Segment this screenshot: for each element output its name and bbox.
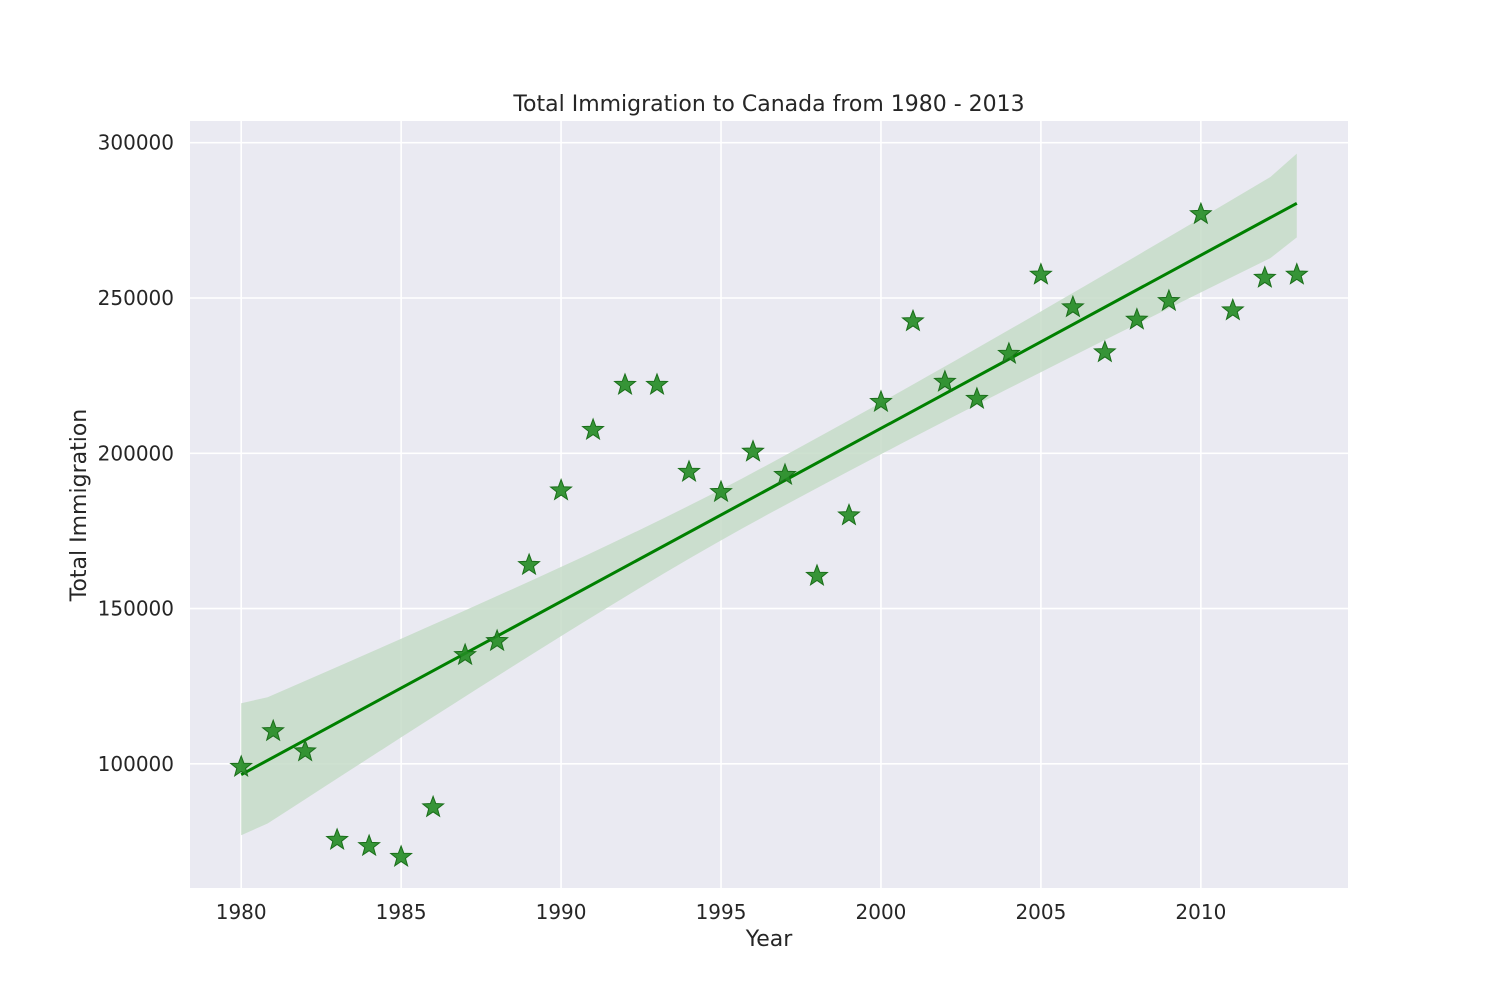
data-point [1029, 262, 1053, 285]
data-point [645, 372, 669, 395]
data-point [901, 308, 925, 332]
data-point [997, 341, 1021, 364]
x-tick-label: 1995 [696, 900, 747, 924]
data-point [741, 439, 765, 462]
y-tick-label: 200000 [98, 441, 174, 465]
data-point [1285, 262, 1309, 285]
data-point [1253, 265, 1277, 288]
data-point [613, 372, 637, 395]
y-tick-label: 150000 [98, 597, 174, 621]
confidence-band [241, 153, 1297, 836]
y-tick-labels: 100000 150000 200000 250000 300000 [98, 131, 174, 776]
y-axis-title: Total Immigration [67, 409, 92, 602]
data-point [325, 827, 349, 850]
data-point [1125, 307, 1149, 330]
data-point [1189, 201, 1213, 225]
confidence-band-area [241, 153, 1297, 836]
chart-title: Total Immigration to Canada from 1980 - … [512, 92, 1024, 117]
x-tick-label: 2010 [1175, 900, 1226, 924]
x-tick-labels: 1980 1985 1990 1995 2000 2005 2010 [216, 900, 1227, 924]
x-tick-label: 1980 [216, 900, 267, 924]
x-tick-label: 2000 [856, 900, 907, 924]
data-point [709, 479, 733, 503]
data-point [1061, 294, 1085, 318]
data-point [773, 462, 797, 486]
data-point [357, 833, 381, 857]
data-point [1157, 288, 1181, 312]
data-point [389, 844, 413, 867]
y-tick-label: 250000 [98, 286, 174, 310]
data-point [933, 369, 957, 392]
x-tick-label: 1990 [536, 900, 587, 924]
data-point [805, 563, 829, 586]
y-tick-label: 100000 [98, 752, 174, 776]
data-point [261, 718, 285, 742]
data-points [229, 201, 1309, 867]
regression-line-group [240, 201, 1298, 776]
data-point [485, 628, 509, 652]
data-point [1221, 297, 1245, 321]
data-point [517, 552, 541, 576]
x-tick-label: 2005 [1015, 900, 1066, 924]
data-point [869, 389, 893, 413]
data-point [549, 478, 573, 501]
data-point [453, 642, 477, 666]
data-point [677, 459, 701, 482]
data-point [965, 386, 989, 409]
data-point [229, 754, 253, 777]
x-axis-title: Year [745, 927, 794, 952]
x-tick-label: 1985 [376, 900, 427, 924]
data-point [581, 417, 605, 441]
data-point [837, 502, 861, 526]
y-tick-label: 300000 [98, 131, 174, 155]
regression-line [240, 201, 1298, 776]
data-point [293, 738, 317, 762]
data-point [421, 794, 445, 818]
data-point [1093, 339, 1117, 363]
